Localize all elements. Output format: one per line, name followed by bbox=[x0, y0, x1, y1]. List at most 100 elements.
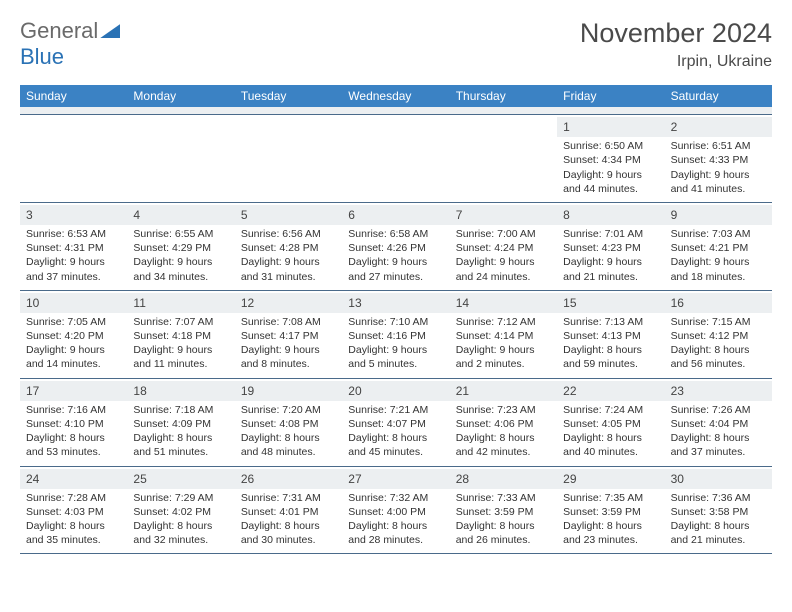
sunrise-text: Sunrise: 7:36 AM bbox=[671, 491, 766, 505]
week-row: 10Sunrise: 7:05 AMSunset: 4:20 PMDayligh… bbox=[20, 291, 772, 379]
title-block: November 2024 Irpin, Ukraine bbox=[580, 18, 772, 71]
daylight-text: Daylight: 9 hours and 24 minutes. bbox=[456, 255, 551, 283]
day-8: 8Sunrise: 7:01 AMSunset: 4:23 PMDaylight… bbox=[557, 203, 664, 290]
weekday-wednesday: Wednesday bbox=[342, 85, 449, 107]
daylight-text: Daylight: 8 hours and 45 minutes. bbox=[348, 431, 443, 459]
sunrise-text: Sunrise: 6:51 AM bbox=[671, 139, 766, 153]
logo-triangle-icon bbox=[100, 24, 120, 38]
daylight-text: Daylight: 9 hours and 2 minutes. bbox=[456, 343, 551, 371]
day-number: 5 bbox=[235, 205, 342, 225]
daylight-text: Daylight: 8 hours and 32 minutes. bbox=[133, 519, 228, 547]
logo-text-2: Blue bbox=[20, 44, 64, 69]
sunrise-text: Sunrise: 7:21 AM bbox=[348, 403, 443, 417]
weekday-friday: Friday bbox=[557, 85, 664, 107]
day-number: 10 bbox=[20, 293, 127, 313]
sunset-text: Sunset: 4:03 PM bbox=[26, 505, 121, 519]
sunset-text: Sunset: 4:31 PM bbox=[26, 241, 121, 255]
day-number: 29 bbox=[557, 469, 664, 489]
week-row: 17Sunrise: 7:16 AMSunset: 4:10 PMDayligh… bbox=[20, 379, 772, 467]
day-empty: . bbox=[20, 115, 127, 202]
sunrise-text: Sunrise: 7:23 AM bbox=[456, 403, 551, 417]
sunrise-text: Sunrise: 6:56 AM bbox=[241, 227, 336, 241]
daylight-text: Daylight: 9 hours and 8 minutes. bbox=[241, 343, 336, 371]
sunset-text: Sunset: 4:21 PM bbox=[671, 241, 766, 255]
day-number: 27 bbox=[342, 469, 449, 489]
daylight-text: Daylight: 9 hours and 44 minutes. bbox=[563, 168, 658, 196]
sunset-text: Sunset: 4:24 PM bbox=[456, 241, 551, 255]
daylight-text: Daylight: 8 hours and 59 minutes. bbox=[563, 343, 658, 371]
sunset-text: Sunset: 4:01 PM bbox=[241, 505, 336, 519]
sunset-text: Sunset: 4:26 PM bbox=[348, 241, 443, 255]
day-number: 25 bbox=[127, 469, 234, 489]
sunrise-text: Sunrise: 7:03 AM bbox=[671, 227, 766, 241]
day-16: 16Sunrise: 7:15 AMSunset: 4:12 PMDayligh… bbox=[665, 291, 772, 378]
sunset-text: Sunset: 4:29 PM bbox=[133, 241, 228, 255]
day-number: 28 bbox=[450, 469, 557, 489]
sunrise-text: Sunrise: 7:10 AM bbox=[348, 315, 443, 329]
calendar: SundayMondayTuesdayWednesdayThursdayFrid… bbox=[20, 85, 772, 554]
daylight-text: Daylight: 9 hours and 14 minutes. bbox=[26, 343, 121, 371]
sunset-text: Sunset: 4:09 PM bbox=[133, 417, 228, 431]
daylight-text: Daylight: 8 hours and 30 minutes. bbox=[241, 519, 336, 547]
daylight-text: Daylight: 9 hours and 34 minutes. bbox=[133, 255, 228, 283]
day-number: 20 bbox=[342, 381, 449, 401]
sunset-text: Sunset: 4:08 PM bbox=[241, 417, 336, 431]
month-title: November 2024 bbox=[580, 18, 772, 49]
daylight-text: Daylight: 8 hours and 51 minutes. bbox=[133, 431, 228, 459]
day-5: 5Sunrise: 6:56 AMSunset: 4:28 PMDaylight… bbox=[235, 203, 342, 290]
day-7: 7 Sunrise: 7:00 AMSunset: 4:24 PMDaylight… bbox=[450, 203, 557, 290]
sunrise-text: Sunrise: 7:29 AM bbox=[133, 491, 228, 505]
sunrise-text: Sunrise: 6:58 AM bbox=[348, 227, 443, 241]
daylight-text: Daylight: 9 hours and 37 minutes. bbox=[26, 255, 121, 283]
day-number: 17 bbox=[20, 381, 127, 401]
daylight-text: Daylight: 8 hours and 28 minutes. bbox=[348, 519, 443, 547]
sunset-text: Sunset: 4:02 PM bbox=[133, 505, 228, 519]
daylight-text: Daylight: 8 hours and 48 minutes. bbox=[241, 431, 336, 459]
day-empty: . bbox=[127, 115, 234, 202]
day-17: 17Sunrise: 7:16 AMSunset: 4:10 PMDayligh… bbox=[20, 379, 127, 466]
day-number: 26 bbox=[235, 469, 342, 489]
day-number: 23 bbox=[665, 381, 772, 401]
sunset-text: Sunset: 4:13 PM bbox=[563, 329, 658, 343]
sunset-text: Sunset: 3:59 PM bbox=[563, 505, 658, 519]
day-number: 7 bbox=[450, 205, 557, 225]
sunrise-text: Sunrise: 6:55 AM bbox=[133, 227, 228, 241]
day-number: 9 bbox=[665, 205, 772, 225]
day-number: 19 bbox=[235, 381, 342, 401]
day-12: 12Sunrise: 7:08 AMSunset: 4:17 PMDayligh… bbox=[235, 291, 342, 378]
sunrise-text: Sunrise: 7:00 AM bbox=[456, 227, 551, 241]
day-number: 21 bbox=[450, 381, 557, 401]
sunset-text: Sunset: 4:16 PM bbox=[348, 329, 443, 343]
day-4: 4 Sunrise: 6:55 AMSunset: 4:29 PMDaylight… bbox=[127, 203, 234, 290]
day-number: 14 bbox=[450, 293, 557, 313]
day-number: 3 bbox=[20, 205, 127, 225]
day-number: 4 bbox=[127, 205, 234, 225]
weekday-thursday: Thursday bbox=[450, 85, 557, 107]
week-row: .....1Sunrise: 6:50 AMSunset: 4:34 PMDay… bbox=[20, 115, 772, 203]
day-empty: . bbox=[342, 115, 449, 202]
weekday-monday: Monday bbox=[127, 85, 234, 107]
sunset-text: Sunset: 4:07 PM bbox=[348, 417, 443, 431]
day-24: 24Sunrise: 7:28 AMSunset: 4:03 PMDayligh… bbox=[20, 467, 127, 554]
day-9: 9Sunrise: 7:03 AMSunset: 4:21 PMDaylight… bbox=[665, 203, 772, 290]
daylight-text: Daylight: 8 hours and 42 minutes. bbox=[456, 431, 551, 459]
sunrise-text: Sunrise: 7:35 AM bbox=[563, 491, 658, 505]
day-number: 18 bbox=[127, 381, 234, 401]
day-number: 22 bbox=[557, 381, 664, 401]
sunset-text: Sunset: 3:58 PM bbox=[671, 505, 766, 519]
day-22: 22Sunrise: 7:24 AMSunset: 4:05 PMDayligh… bbox=[557, 379, 664, 466]
day-number: 16 bbox=[665, 293, 772, 313]
weekday-header-row: SundayMondayTuesdayWednesdayThursdayFrid… bbox=[20, 85, 772, 107]
day-30: 30Sunrise: 7:36 AMSunset: 3:58 PMDayligh… bbox=[665, 467, 772, 554]
day-number: 30 bbox=[665, 469, 772, 489]
sunrise-text: Sunrise: 7:16 AM bbox=[26, 403, 121, 417]
daylight-text: Daylight: 8 hours and 56 minutes. bbox=[671, 343, 766, 371]
day-20: 20 Sunrise: 7:21 AMSunset: 4:07 PMDayligh… bbox=[342, 379, 449, 466]
daylight-text: Daylight: 8 hours and 23 minutes. bbox=[563, 519, 658, 547]
sunrise-text: Sunrise: 7:33 AM bbox=[456, 491, 551, 505]
weekday-tuesday: Tuesday bbox=[235, 85, 342, 107]
sunrise-text: Sunrise: 7:01 AM bbox=[563, 227, 658, 241]
day-empty: . bbox=[450, 115, 557, 202]
spacer-row bbox=[20, 107, 772, 115]
day-number: 1 bbox=[557, 117, 664, 137]
